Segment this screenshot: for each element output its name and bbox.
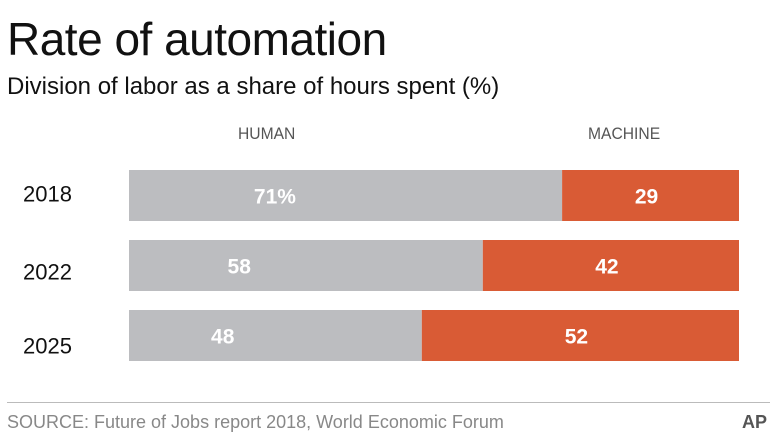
chart-subtitle: Division of labor as a share of hours sp… [7,73,500,100]
bar-human-2025 [129,310,422,361]
value-label-machine-2025: 52 [565,326,588,349]
value-label-human-2018: 71% [254,186,296,209]
bar-human-2018 [129,170,563,221]
legend-human: HUMAN [238,124,296,143]
bar-machine-2025 [421,310,739,361]
value-label-human-2022: 58 [228,256,252,279]
footer-divider [7,402,770,403]
value-label-human-2025: 48 [211,326,235,349]
chart-title: Rate of automation [7,13,387,65]
source-note: SOURCE: Future of Jobs report 2018, Worl… [7,412,504,432]
year-label-2022: 2022 [23,260,72,285]
year-label-2025: 2025 [23,334,72,359]
bar-machine-2018 [562,170,739,221]
bar-human-2022 [129,240,483,291]
year-label-2018: 2018 [23,182,72,207]
credit-logo: AP [741,412,767,432]
legend-machine: MACHINE [588,124,661,143]
value-label-machine-2022: 42 [595,256,618,279]
value-label-machine-2018: 29 [635,186,658,209]
bar-machine-2022 [482,240,739,291]
